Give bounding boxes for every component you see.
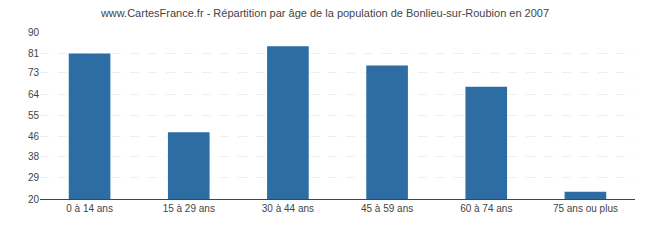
svg-text:45 à 59 ans: 45 à 59 ans	[361, 203, 413, 214]
svg-text:73: 73	[28, 67, 40, 78]
svg-text:60 à 74 ans: 60 à 74 ans	[460, 203, 512, 214]
svg-text:29: 29	[28, 172, 40, 183]
svg-text:75 ans ou plus: 75 ans ou plus	[553, 203, 618, 214]
svg-text:64: 64	[28, 89, 40, 100]
svg-text:90: 90	[28, 27, 40, 38]
svg-text:38: 38	[28, 151, 40, 162]
svg-text:www.CartesFrance.fr - Répartit: www.CartesFrance.fr - Répartition par âg…	[100, 7, 549, 19]
svg-text:30 à 44 ans: 30 à 44 ans	[262, 203, 314, 214]
svg-text:15 à 29 ans: 15 à 29 ans	[163, 203, 215, 214]
svg-text:20: 20	[28, 194, 40, 205]
svg-text:55: 55	[28, 110, 40, 121]
svg-text:46: 46	[28, 131, 40, 142]
svg-text:0 à 14 ans: 0 à 14 ans	[66, 203, 113, 214]
svg-text:81: 81	[28, 48, 40, 59]
